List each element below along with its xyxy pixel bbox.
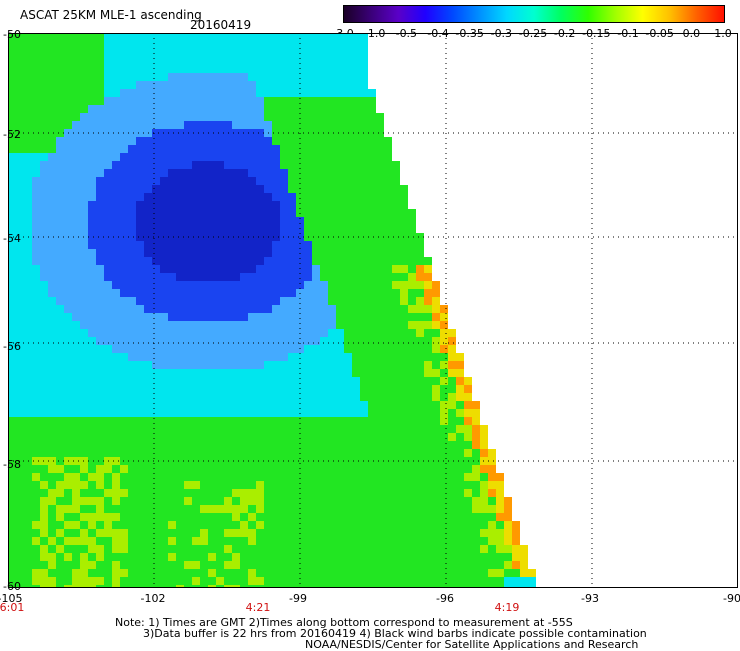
map-title: ASCAT 25KM MLE-1 ascending bbox=[20, 8, 202, 22]
latitude-label: -56 bbox=[3, 340, 21, 353]
plot-frame bbox=[8, 33, 738, 588]
longitude-label: -99 bbox=[289, 592, 307, 605]
longitude-label: -93 bbox=[581, 592, 599, 605]
latitude-label: -60 bbox=[3, 580, 21, 593]
longitude-label: -96 bbox=[436, 592, 454, 605]
colorbar bbox=[343, 5, 725, 23]
longitude-label: -90 bbox=[723, 592, 740, 605]
note-line-1: Note: 1) Times are GMT 2)Times along bot… bbox=[115, 616, 573, 629]
time-label: 4:19 bbox=[494, 601, 520, 614]
longitude-label: -105 bbox=[0, 592, 23, 605]
time-label: 6:01 bbox=[0, 601, 25, 614]
longitude-label: -102 bbox=[140, 592, 166, 605]
latitude-label: -50 bbox=[3, 28, 21, 41]
time-label: 4:21 bbox=[245, 601, 271, 614]
note-line-3: NOAA/NESDIS/Center for Satellite Applica… bbox=[305, 638, 639, 651]
latitude-label: -58 bbox=[3, 458, 21, 471]
map-date: 20160419 bbox=[190, 18, 252, 32]
map-plot[interactable] bbox=[8, 33, 738, 588]
latitude-label: -54 bbox=[3, 232, 21, 245]
note-line-2: 3)Data buffer is 22 hrs from 20160419 4)… bbox=[143, 627, 647, 640]
wind-field bbox=[8, 33, 536, 588]
latitude-label: -52 bbox=[3, 128, 21, 141]
